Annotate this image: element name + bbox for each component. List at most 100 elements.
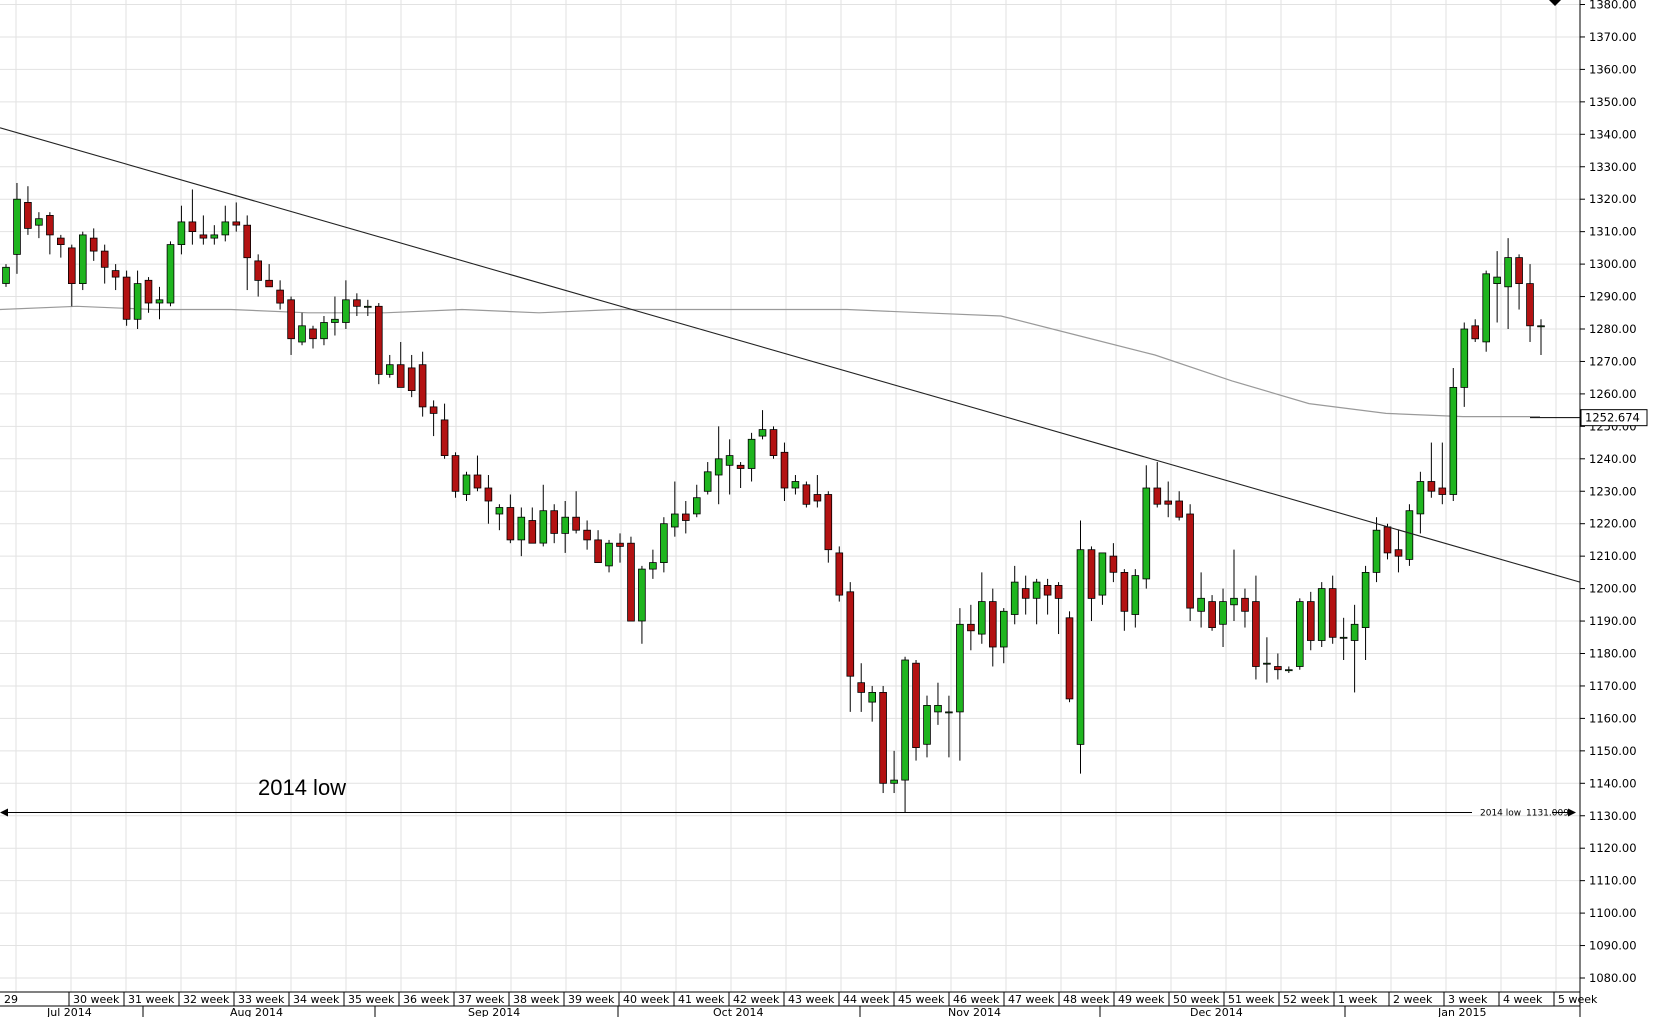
candle <box>1241 588 1249 628</box>
candle-body-down <box>396 364 405 388</box>
y-tick-label: 1320.00 <box>1589 192 1637 206</box>
candle <box>1230 549 1238 622</box>
candle <box>298 312 306 346</box>
candle <box>155 286 164 320</box>
candle <box>857 663 865 712</box>
candle <box>1274 653 1282 680</box>
candle <box>879 685 887 794</box>
candle-body-down <box>287 299 295 340</box>
candle-body-down <box>1383 526 1392 554</box>
candle-body-up <box>747 438 756 469</box>
candle <box>1285 666 1293 673</box>
candle-body-up <box>561 516 569 534</box>
y-tick-label: 1100.00 <box>1589 906 1637 920</box>
candle-body-up <box>671 513 679 528</box>
candle <box>24 186 32 235</box>
candle-body-down <box>309 328 317 340</box>
candle-body-down <box>1241 597 1249 612</box>
candle <box>1076 520 1085 774</box>
month-label: Nov 2014 <box>948 1006 1001 1017</box>
candle-body-up <box>1493 276 1501 285</box>
candle <box>1043 578 1052 615</box>
y-axis: 1080.00 1090.00 1100.00 1110.00 1120.00 1130.… <box>1549 0 1648 1017</box>
candle <box>1460 322 1469 407</box>
candle-body-up <box>890 779 898 784</box>
candle-body-up <box>1372 529 1381 573</box>
candle-body-up <box>1131 575 1140 615</box>
candle-body-up <box>1142 487 1151 580</box>
candle <box>429 400 438 437</box>
candle <box>13 182 21 274</box>
candle <box>1307 591 1315 651</box>
candle-body-down <box>506 507 515 541</box>
candle <box>649 549 657 579</box>
candle <box>1449 367 1458 501</box>
candle <box>1054 582 1063 635</box>
candle <box>758 410 767 440</box>
candle <box>747 432 756 482</box>
candle-body-up <box>1460 328 1469 388</box>
candle <box>35 212 43 239</box>
candle-body-down <box>528 520 537 544</box>
y-tick-label: 1170.00 <box>1589 679 1637 693</box>
week-label: 3 week <box>1448 993 1488 1006</box>
candle <box>1252 575 1260 680</box>
week-label: 39 week <box>568 993 615 1006</box>
candle-body-down <box>1274 666 1282 671</box>
candle-body-down <box>1186 513 1194 609</box>
candle-body-up <box>331 318 339 323</box>
candle <box>374 303 383 385</box>
candle-body-up <box>945 711 953 714</box>
candle-body-up <box>1263 662 1271 665</box>
week-label: 48 week <box>1063 993 1110 1006</box>
annotation-lines <box>0 127 1581 817</box>
candle-body-down <box>736 464 745 469</box>
candle-body-up <box>1339 636 1348 639</box>
candle-body-up <box>210 234 219 239</box>
candle <box>363 299 372 317</box>
candle-body-down <box>594 539 602 564</box>
candle-body-down <box>1208 601 1216 628</box>
candle <box>221 205 230 242</box>
candle <box>495 504 504 531</box>
candle <box>1109 543 1118 583</box>
y-tick-label: 1240.00 <box>1589 452 1637 466</box>
candle <box>791 475 800 495</box>
candle <box>188 189 197 245</box>
candle <box>342 280 350 329</box>
candle <box>660 517 668 573</box>
candle <box>1296 598 1304 670</box>
candle <box>769 426 778 459</box>
candle-body-up <box>791 481 800 489</box>
candle <box>703 462 712 495</box>
candle <box>923 695 931 758</box>
month-label: Jan 2015 <box>1437 1006 1486 1017</box>
candle <box>638 565 646 644</box>
y-tick-label: 1290.00 <box>1589 290 1637 304</box>
month-label: Dec 2014 <box>1190 1006 1243 1017</box>
y-tick-label: 1120.00 <box>1589 841 1637 855</box>
candle-body-up <box>1000 610 1008 648</box>
candle-body-up <box>1296 601 1304 667</box>
plot-area <box>0 0 1580 992</box>
week-label: 33 week <box>238 993 285 1006</box>
candle <box>100 244 109 284</box>
candle <box>1032 578 1041 625</box>
candle-body-down <box>1471 325 1480 340</box>
candle <box>813 475 822 508</box>
candle-body-down <box>857 682 865 693</box>
candle-body-down <box>68 247 76 284</box>
candle <box>396 341 405 388</box>
candle-body-up <box>539 510 548 544</box>
candle <box>144 277 153 313</box>
candle <box>1526 264 1534 342</box>
candle-body-down <box>89 237 98 252</box>
candle <box>440 403 449 459</box>
y-tick-label: 1360.00 <box>1589 62 1637 76</box>
week-label: 29 <box>4 993 18 1006</box>
candle-body-down <box>780 451 789 489</box>
candle <box>1493 251 1501 323</box>
candle <box>616 533 624 563</box>
candle <box>210 225 219 245</box>
candle-body-down <box>232 221 241 226</box>
